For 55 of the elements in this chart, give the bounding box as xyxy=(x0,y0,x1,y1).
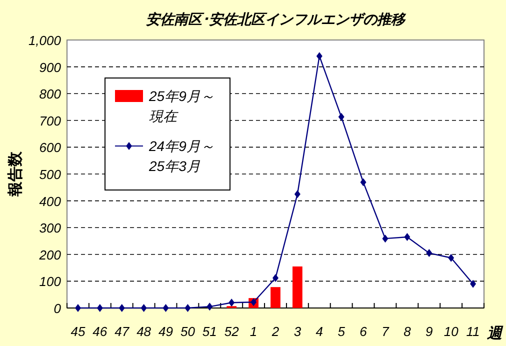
y-tick-label: 200 xyxy=(38,247,62,262)
x-tick-label: 48 xyxy=(136,324,152,339)
y-tick-label: 600 xyxy=(39,140,62,156)
y-tick-label: 1,000 xyxy=(28,33,62,48)
point xyxy=(360,178,366,186)
point xyxy=(162,304,169,312)
x-tick-label: 49 xyxy=(158,324,173,339)
x-tick-label: 11 xyxy=(466,324,480,339)
point xyxy=(272,274,278,282)
x-tick-label: 5 xyxy=(338,324,346,339)
point xyxy=(96,304,103,312)
y-tick-label: 0 xyxy=(54,301,62,316)
y-tick-label: 100 xyxy=(39,274,62,290)
x-tick-label: 6 xyxy=(360,324,368,339)
y-axis-title: 報告数 xyxy=(7,150,24,198)
point xyxy=(404,232,410,241)
point xyxy=(382,234,388,243)
point xyxy=(228,298,235,307)
point xyxy=(140,304,147,312)
point xyxy=(294,190,300,198)
chart-title: 安佐南区･安佐北区インフルエンザの推移 xyxy=(146,11,407,27)
legend-label: 25年9月～現在 xyxy=(148,88,214,124)
x-tick-label: 8 xyxy=(404,324,412,339)
point xyxy=(338,112,344,121)
x-tick-label: 52 xyxy=(224,324,240,339)
x-tick-label: 7 xyxy=(382,324,390,339)
point xyxy=(448,254,454,262)
y-tick-label: 900 xyxy=(39,60,62,75)
point xyxy=(118,304,125,312)
legend-label: 24年9月～25年3月 xyxy=(148,138,214,174)
x-axis-title: 週 xyxy=(486,325,504,342)
x-tick-label: 46 xyxy=(92,324,108,339)
x-tick-label: 51 xyxy=(202,324,217,339)
y-tick-label: 300 xyxy=(39,220,62,236)
y-tick-label: 500 xyxy=(39,167,62,182)
point xyxy=(206,302,213,311)
bar xyxy=(292,266,302,308)
point xyxy=(470,280,476,288)
x-tick-label: 10 xyxy=(444,324,460,339)
x-tick-label: 4 xyxy=(316,324,324,339)
x-tick-label: 47 xyxy=(114,324,130,339)
y-tick-label: 700 xyxy=(39,113,62,128)
point xyxy=(74,304,81,312)
bar xyxy=(270,287,280,308)
x-tick-label: 50 xyxy=(180,324,196,339)
x-tick-label: 3 xyxy=(294,324,302,339)
point xyxy=(316,52,322,60)
x-tick-label: 45 xyxy=(70,324,86,339)
y-tick-label: 800 xyxy=(39,86,62,102)
x-tick-label: 1 xyxy=(250,324,258,339)
y-tick-label: 400 xyxy=(39,194,62,209)
point xyxy=(426,249,432,258)
x-tick-label: 9 xyxy=(426,324,433,339)
x-tick-label: 2 xyxy=(270,324,280,339)
point xyxy=(184,304,191,312)
